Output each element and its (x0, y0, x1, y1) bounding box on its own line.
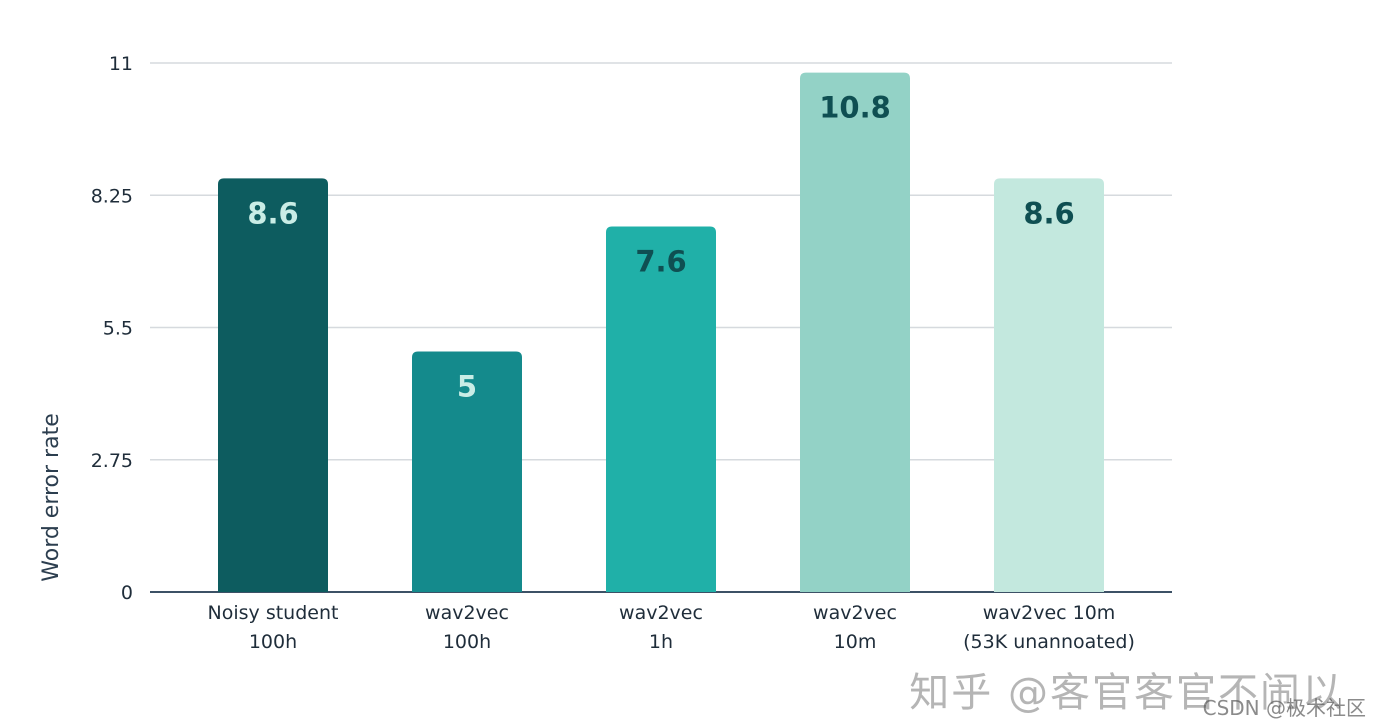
bar (606, 226, 716, 592)
y-tick-label: 5.5 (103, 318, 133, 340)
bar (994, 178, 1104, 592)
bar-value-label: 10.8 (819, 91, 891, 125)
y-axis-label: Word error rate (39, 413, 64, 581)
x-category-label: wav2vec (619, 602, 703, 624)
bar-group: 10.8 (800, 72, 910, 593)
x-category-label: wav2vec (813, 602, 897, 624)
x-category-label: 100h (249, 631, 297, 653)
y-tick-label: 2.75 (91, 450, 133, 472)
y-tick-label: 8.25 (91, 185, 133, 207)
x-axis-categories: Noisy student 100h wav2vec 100h wav2vec 1h wav… (208, 602, 1135, 653)
y-tick-label: 0 (121, 582, 133, 604)
y-axis-ticks: 0 2.75 5.5 8.25 11 (91, 53, 133, 604)
bar-group: 8.6 (218, 178, 328, 592)
bar-group: 7.6 (606, 226, 716, 592)
bar (800, 72, 910, 593)
x-category-label: 1h (649, 631, 673, 653)
bar-value-label: 5 (457, 370, 477, 404)
bar (218, 178, 328, 592)
bar-value-label: 7.6 (635, 245, 686, 279)
bar-value-label: 8.6 (247, 196, 298, 230)
bar-group: 5 (412, 351, 522, 592)
x-category-label: (53K unannoated) (963, 631, 1135, 653)
x-category-label: Noisy student (208, 602, 339, 624)
bar-value-label: 8.6 (1023, 196, 1074, 230)
y-tick-label: 11 (109, 53, 133, 75)
csdn-watermark: CSDN @极术社区 (1202, 696, 1366, 720)
x-category-label: 10m (834, 631, 877, 653)
x-category-label: wav2vec (425, 602, 509, 624)
bar-group: 8.6 (994, 178, 1104, 592)
x-category-label: wav2vec 10m (983, 602, 1116, 624)
bars: 8.6 5 7.6 10.8 8.6 (218, 72, 1104, 593)
zhihu-watermark: 知乎 @客官客官不闹以 (909, 670, 1344, 716)
x-category-label: 100h (443, 631, 491, 653)
bar (412, 351, 522, 592)
